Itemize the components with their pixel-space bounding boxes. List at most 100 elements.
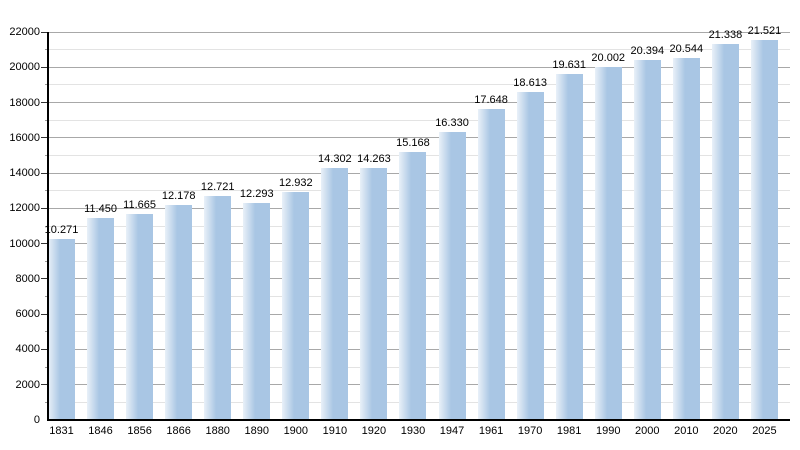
bar-1920 — [360, 168, 388, 420]
bar-value-label: 10.271 — [44, 223, 79, 236]
x-axis-tick-label: 1961 — [478, 425, 504, 437]
bar-value-label: 11.450 — [84, 203, 117, 216]
y-tick-minor — [45, 119, 48, 121]
y-axis-tick-label: 18000 — [9, 96, 40, 109]
y-tick-minor — [45, 49, 48, 51]
bar-1990 — [594, 67, 622, 420]
x-axis-tick-label: 1930 — [400, 425, 426, 437]
bar-value-label: 16.330 — [435, 116, 469, 129]
y-tick-major — [41, 313, 48, 315]
y-tick-major — [41, 384, 48, 386]
bar-1961 — [477, 108, 505, 420]
bar-1930 — [399, 152, 427, 420]
y-axis-tick-label: 8000 — [15, 272, 40, 285]
x-axis-tick-label: 1866 — [166, 425, 191, 437]
y-axis-tick-label: 20000 — [9, 61, 40, 74]
y-axis-tick-label: 12000 — [9, 202, 40, 215]
y-axis-tick-label: 4000 — [15, 343, 40, 356]
y-gridline-major — [48, 31, 790, 33]
y-gridline-major — [48, 137, 790, 139]
x-axis-tick-label: 1970 — [517, 425, 543, 437]
bar-1846 — [87, 218, 115, 420]
y-gridline-major — [48, 102, 790, 104]
x-axis-tick-label: 1981 — [556, 425, 582, 437]
bar-value-label: 11.665 — [123, 199, 156, 212]
y-axis-tick-label: 22000 — [9, 26, 40, 38]
bar-value-label: 14.302 — [318, 152, 352, 165]
x-axis-tick-label: 2000 — [635, 425, 660, 437]
y-tick-minor — [45, 260, 48, 262]
x-axis-tick-label: 1910 — [322, 425, 348, 437]
y-axis-tick-label: 16000 — [9, 131, 40, 144]
y-tick-major — [41, 66, 48, 68]
y-gridline-minor — [48, 119, 790, 121]
bar-value-label: 12.178 — [161, 190, 196, 203]
bar-1947 — [438, 131, 466, 420]
y-tick-minor — [45, 401, 48, 403]
bar-1831 — [48, 238, 75, 420]
bar-1880 — [204, 195, 232, 420]
y-tick-minor — [45, 366, 48, 368]
y-tick-minor — [45, 225, 48, 227]
y-axis-tick-label: 6000 — [15, 308, 40, 321]
bar-1890 — [243, 203, 271, 420]
y-gridline-minor — [48, 49, 790, 51]
bar-2025 — [750, 40, 778, 420]
y-tick-major — [41, 348, 48, 350]
bar-value-label: 12.932 — [278, 176, 313, 189]
x-axis-tick-label: 1890 — [244, 425, 269, 437]
bar-1856 — [126, 214, 154, 420]
y-axis-tick-label: 10000 — [9, 237, 40, 250]
x-axis-tick-label: 1990 — [595, 425, 621, 437]
x-axis-line — [47, 419, 790, 421]
y-tick-major — [41, 102, 48, 104]
y-tick-major — [41, 278, 48, 280]
x-axis-tick-label: 2010 — [674, 425, 699, 437]
y-axis-tick-label: 0 — [33, 414, 40, 426]
bar-2010 — [672, 57, 700, 420]
bar-value-label: 17.648 — [474, 93, 508, 106]
bar-1981 — [555, 73, 583, 420]
x-axis-tick-label: 1900 — [283, 425, 309, 437]
y-tick-major — [41, 207, 48, 209]
bar-1900 — [282, 191, 310, 420]
bar-2000 — [633, 60, 661, 420]
x-axis-tick-label: 1947 — [439, 425, 465, 437]
x-axis-tick-label: 1846 — [88, 425, 113, 437]
bar-2020 — [711, 43, 739, 420]
bar-value-label: 14.263 — [357, 153, 391, 166]
y-tick-major — [41, 31, 48, 33]
bar-value-label: 19.631 — [552, 58, 586, 71]
y-axis-tick-label: 14000 — [9, 167, 40, 180]
y-tick-major — [41, 243, 48, 245]
y-tick-minor — [45, 84, 48, 86]
y-axis-line — [47, 32, 49, 420]
bar-value-label: 20.394 — [630, 45, 665, 58]
bar-value-label: 18.613 — [513, 76, 547, 89]
y-tick-major — [41, 137, 48, 139]
y-axis-tick-label: 2000 — [15, 378, 40, 391]
bar-value-label: 12.293 — [239, 188, 274, 201]
bar-value-label: 15.168 — [396, 137, 430, 150]
bar-value-label: 20.544 — [669, 42, 704, 55]
x-axis-tick-label: 1856 — [127, 425, 152, 437]
y-gridline-minor — [48, 84, 790, 86]
bar-value-label: 21.521 — [747, 25, 782, 38]
bar-value-label: 20.002 — [591, 52, 626, 65]
x-axis-tick-label: 2025 — [752, 425, 777, 437]
y-tick-minor — [45, 331, 48, 333]
bar-1910 — [321, 167, 349, 420]
y-tick-minor — [45, 296, 48, 298]
y-tick-major — [41, 172, 48, 174]
x-axis-tick-label: 1831 — [49, 425, 74, 437]
bar-value-label: 21.338 — [708, 28, 743, 41]
y-tick-minor — [45, 190, 48, 192]
y-tick-minor — [45, 154, 48, 156]
bar-value-label: 12.721 — [200, 180, 235, 193]
bar-1866 — [165, 205, 193, 420]
x-axis-tick-label: 1920 — [361, 425, 387, 437]
y-gridline-major — [48, 66, 790, 68]
x-axis-tick-label: 1880 — [205, 425, 230, 437]
